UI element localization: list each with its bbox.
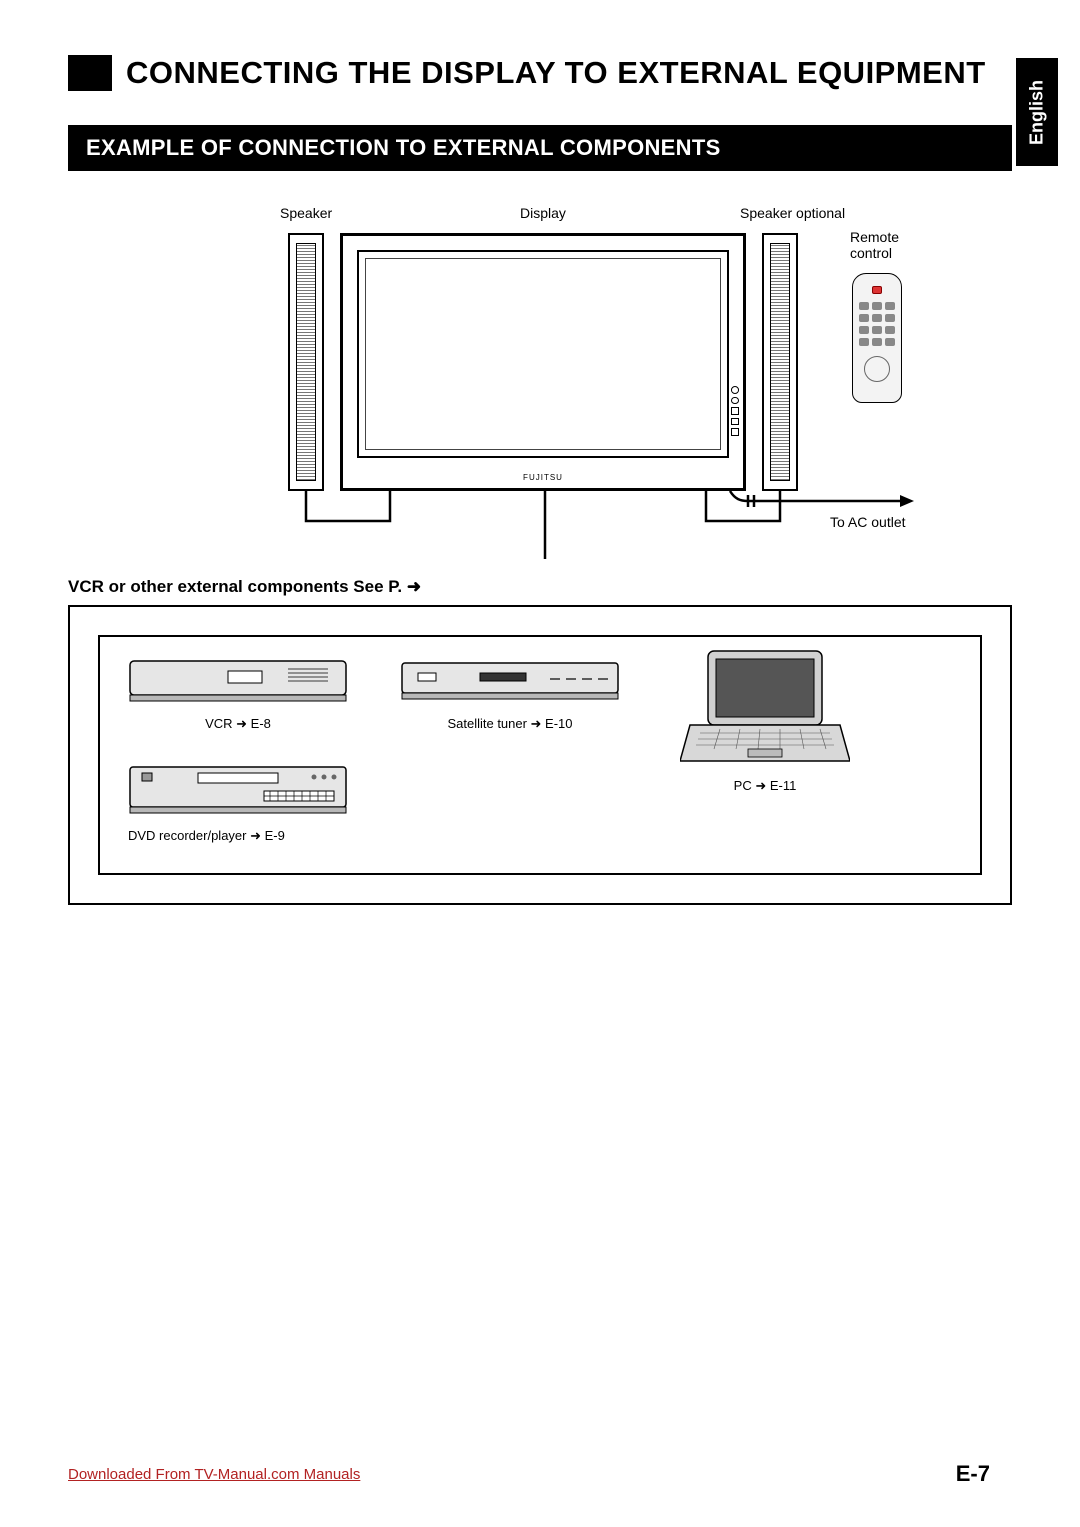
page-title-row: CONNECTING THE DISPLAY TO EXTERNAL EQUIP… — [68, 55, 1012, 91]
cable-diagram-icon — [150, 199, 930, 559]
vcr-device-icon: VCR ➜ E-8 — [128, 655, 348, 732]
connection-diagram: Speaker Display Speaker optional Remote … — [150, 199, 930, 559]
download-link[interactable]: Downloaded From TV-Manual.com Manuals — [68, 1466, 360, 1483]
dvd-device-icon: DVD recorder/player ➜ E-9 — [128, 761, 348, 844]
pc-device-icon: PC ➜ E-11 — [680, 647, 850, 794]
satellite-label: Satellite tuner ➜ E-10 — [400, 716, 620, 732]
language-tab: English — [1016, 58, 1058, 166]
components-inner-box: VCR ➜ E-8 Satellite tuner ➜ E-10 — [98, 635, 982, 875]
dvd-label: DVD recorder/player ➜ E-9 — [128, 828, 348, 844]
components-box: VCR ➜ E-8 Satellite tuner ➜ E-10 — [68, 605, 1012, 905]
page-title: CONNECTING THE DISPLAY TO EXTERNAL EQUIP… — [126, 55, 986, 91]
components-subhead: VCR or other external components See P. … — [68, 577, 1012, 597]
pc-label: PC ➜ E-11 — [680, 778, 850, 794]
satellite-device-icon: Satellite tuner ➜ E-10 — [400, 655, 620, 732]
title-accent-bar — [68, 55, 112, 91]
section-subtitle: EXAMPLE OF CONNECTION TO EXTERNAL COMPON… — [68, 125, 1012, 171]
vcr-label: VCR ➜ E-8 — [128, 716, 348, 732]
page-number: E-7 — [956, 1461, 990, 1487]
